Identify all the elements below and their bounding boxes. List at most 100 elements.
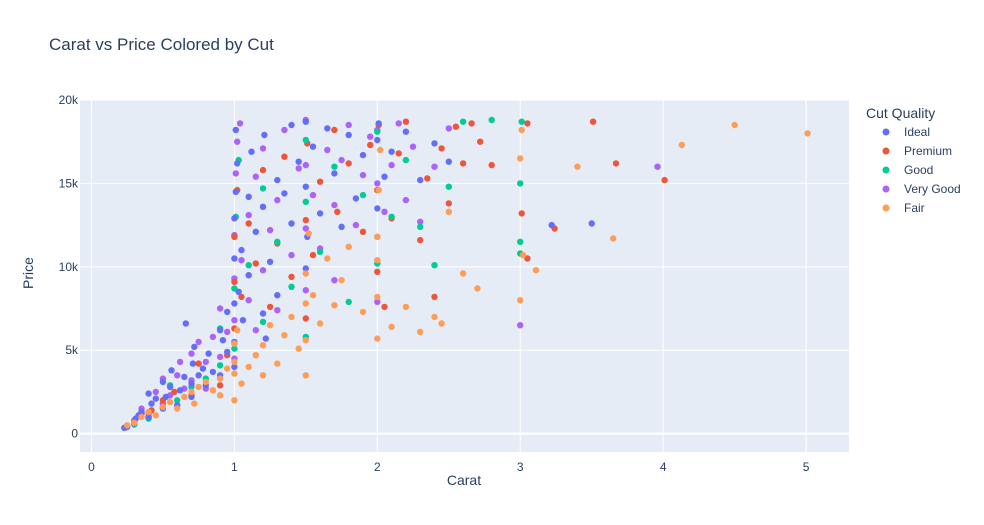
data-point-premium xyxy=(589,118,597,125)
data-point-fair xyxy=(517,297,524,304)
data-point-fair xyxy=(438,320,445,327)
data-point-premium xyxy=(345,160,352,167)
data-point-good xyxy=(431,262,438,269)
data-point-good xyxy=(302,136,309,144)
data-point-ideal xyxy=(176,387,184,394)
data-point-ideal xyxy=(138,408,145,416)
data-point-premium xyxy=(612,160,620,167)
data-point-fair xyxy=(445,208,452,215)
data-point-ideal xyxy=(162,393,169,401)
data-point-very-good xyxy=(176,358,184,366)
data-point-ideal xyxy=(252,228,259,235)
legend-item-label[interactable]: Fair xyxy=(904,201,925,215)
data-point-fair xyxy=(274,360,281,367)
legend-title: Cut Quality xyxy=(866,105,935,121)
data-point-fair xyxy=(231,340,238,347)
data-point-ideal xyxy=(381,173,388,180)
data-point-very-good xyxy=(232,170,239,177)
y-tick-label: 5k xyxy=(65,343,79,357)
legend-item-label[interactable]: Good xyxy=(904,163,933,177)
data-point-fair xyxy=(231,358,238,366)
data-point-fair xyxy=(517,155,524,162)
data-points xyxy=(121,116,811,431)
data-point-very-good xyxy=(367,133,374,140)
data-point-premium xyxy=(417,236,424,244)
data-point-ideal xyxy=(375,120,382,127)
data-point-very-good xyxy=(374,180,381,187)
data-point-fair xyxy=(166,398,174,406)
legend: Cut Quality Ideal Premium Good Very Good Fai… xyxy=(866,105,961,215)
data-point-premium xyxy=(395,150,402,157)
data-point-fair xyxy=(152,412,159,419)
data-point-premium xyxy=(452,123,460,130)
data-point-good xyxy=(517,238,524,245)
data-point-good xyxy=(216,362,224,369)
data-point-good xyxy=(231,345,238,352)
legend-marker xyxy=(882,147,890,155)
data-point-premium xyxy=(424,175,431,182)
data-point-ideal xyxy=(195,372,202,379)
data-point-fair xyxy=(138,413,145,421)
data-point-fair xyxy=(302,270,309,277)
legend-item-label[interactable]: Premium xyxy=(904,144,952,158)
y-tick-label: 15k xyxy=(59,176,79,190)
legend-item-label[interactable]: Ideal xyxy=(904,125,930,139)
data-point-fair xyxy=(202,378,209,386)
data-point-premium xyxy=(216,382,224,389)
data-point-ideal xyxy=(238,246,245,254)
data-point-fair xyxy=(309,292,317,299)
data-point-ideal xyxy=(309,143,317,150)
data-point-premium xyxy=(195,360,202,367)
data-point-ideal xyxy=(374,205,381,212)
data-point-premium xyxy=(331,126,338,134)
data-point-very-good xyxy=(381,208,388,215)
data-point-fair xyxy=(474,285,481,292)
data-point-ideal xyxy=(331,170,338,177)
data-point-very-good xyxy=(302,287,309,294)
data-point-ideal xyxy=(302,265,309,272)
data-point-very-good xyxy=(236,120,244,127)
data-point-fair xyxy=(610,235,617,242)
data-point-ideal xyxy=(281,190,288,197)
data-point-very-good xyxy=(259,267,267,274)
data-point-premium xyxy=(288,273,295,280)
legend-marker xyxy=(882,185,890,193)
data-point-ideal xyxy=(417,176,424,184)
data-point-very-good xyxy=(345,121,352,129)
data-point-very-good xyxy=(216,305,224,312)
data-point-fair xyxy=(259,342,267,349)
data-point-fair xyxy=(302,337,309,344)
data-point-good xyxy=(402,156,410,164)
data-point-very-good xyxy=(654,163,661,170)
data-point-ideal xyxy=(224,308,231,316)
data-point-ideal xyxy=(274,176,281,184)
legend-item-label[interactable]: Very Good xyxy=(904,182,961,196)
data-point-fair xyxy=(519,251,527,259)
data-point-fair xyxy=(459,270,467,277)
data-point-very-good xyxy=(402,196,410,204)
data-point-premium xyxy=(302,216,309,224)
data-point-fair xyxy=(224,365,231,372)
data-point-ideal xyxy=(232,126,239,134)
data-point-ideal xyxy=(152,395,159,402)
x-tick-label: 5 xyxy=(803,460,810,474)
data-point-ideal xyxy=(374,136,381,144)
data-point-very-good xyxy=(417,218,424,225)
x-axis-title: Carat xyxy=(447,472,481,488)
data-point-ideal xyxy=(259,203,267,210)
data-point-ideal xyxy=(445,158,452,165)
data-point-ideal xyxy=(288,220,295,227)
data-point-ideal xyxy=(295,158,302,165)
data-point-very-good xyxy=(331,277,338,284)
data-point-good xyxy=(174,397,181,404)
data-point-ideal xyxy=(231,215,238,222)
data-point-good xyxy=(518,118,525,125)
data-point-ideal xyxy=(262,335,269,342)
data-point-fair xyxy=(374,257,381,264)
data-point-very-good xyxy=(388,161,395,169)
data-point-premium xyxy=(259,166,267,174)
data-point-fair xyxy=(431,313,438,321)
data-point-very-good xyxy=(274,196,281,204)
data-point-fair xyxy=(131,419,138,426)
